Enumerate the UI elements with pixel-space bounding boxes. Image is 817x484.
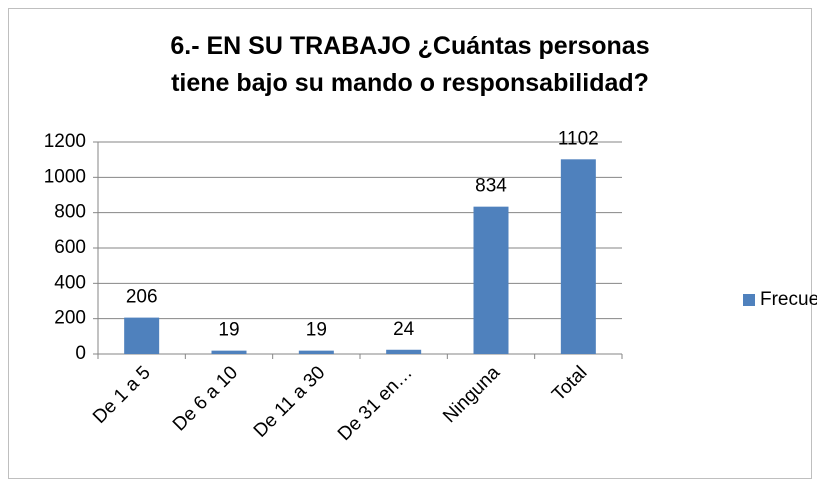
bar: [473, 206, 509, 354]
legend-swatch: [743, 294, 755, 306]
bar: [560, 159, 596, 354]
y-tick-label: 800: [54, 202, 86, 223]
chart-title: 6.- EN SU TRABAJO ¿Cuántas personas tien…: [170, 32, 650, 97]
data-label: 19: [218, 320, 239, 341]
data-label: 19: [306, 320, 327, 341]
y-tick-label: 200: [54, 308, 86, 329]
bar: [386, 349, 422, 354]
chart-border: [8, 8, 812, 479]
data-label: 834: [475, 176, 507, 197]
y-tick-label: 1000: [44, 166, 86, 187]
y-tick-label: 0: [75, 343, 86, 364]
bar: [211, 350, 247, 354]
legend-label: Frecuencia: [760, 289, 817, 310]
data-label: 1102: [558, 128, 599, 149]
bar: [124, 317, 160, 354]
y-tick-label: 400: [54, 272, 86, 293]
y-tick-label: 600: [54, 237, 86, 258]
y-tick-label: 1200: [44, 131, 86, 152]
data-label: 206: [126, 287, 158, 308]
data-label: 24: [393, 319, 415, 340]
bar: [298, 350, 334, 354]
